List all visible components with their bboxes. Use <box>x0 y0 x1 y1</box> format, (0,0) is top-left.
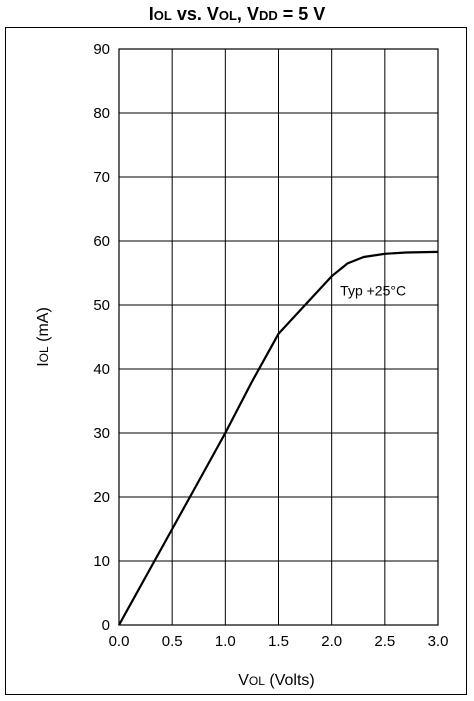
tick-labels: 0.0 0.5 1.0 1.5 2.0 2.5 3.0 0 10 20 30 40 50 60 70 80 90 <box>93 41 448 650</box>
x-tick-label: 1.0 <box>215 633 236 650</box>
y-tick-label: 40 <box>93 361 110 378</box>
y-tick-label: 60 <box>93 233 110 250</box>
y-tick-label: 70 <box>93 169 110 186</box>
x-tick-label: 2.5 <box>374 633 395 650</box>
y-tick-label: 90 <box>93 41 110 58</box>
annotation-label: Typ +25°C <box>340 282 406 298</box>
chart-frame <box>5 27 467 695</box>
y-tick-label: 30 <box>93 425 110 442</box>
series-line-0 <box>118 250 439 626</box>
x-axis-label: VOL (Volts) <box>238 672 314 689</box>
y-tick-label: 10 <box>93 553 110 570</box>
y-tick-label: 50 <box>93 297 110 314</box>
x-tick-label: 1.5 <box>268 633 289 650</box>
x-tick-label: 0.0 <box>109 633 130 650</box>
y-tick-label: 0 <box>102 617 110 634</box>
chart-title: IOL vs. VOL, VDD = 5 V <box>148 4 326 24</box>
y-axis-label: IOL (mA) <box>35 307 52 367</box>
axis-labels: VOL (Volts) IOL (mA) <box>35 307 315 689</box>
y-tick-label: 20 <box>93 489 110 506</box>
plot-area <box>118 48 439 626</box>
series-layer: Typ +25°C <box>118 250 439 626</box>
x-tick-label: 2.0 <box>321 633 342 650</box>
x-tick-label: 3.0 <box>428 633 449 650</box>
x-tick-label: 0.5 <box>162 633 183 650</box>
y-tick-label: 80 <box>93 105 110 122</box>
grid <box>118 48 439 626</box>
